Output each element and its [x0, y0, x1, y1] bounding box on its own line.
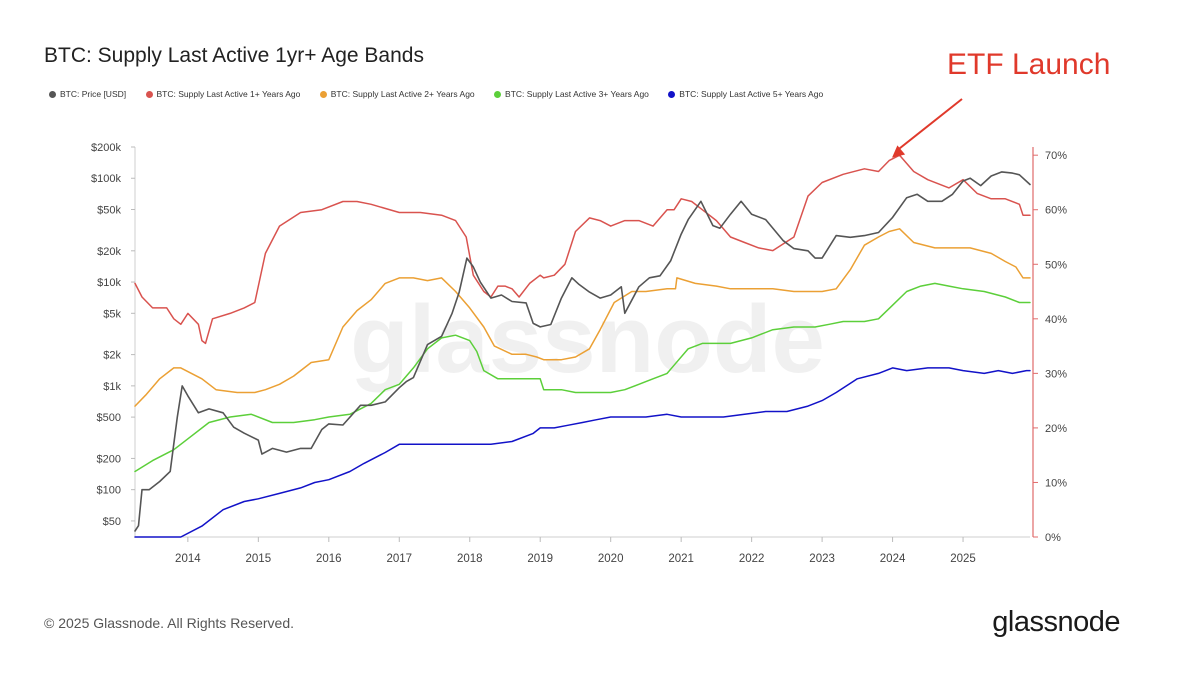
legend-label: BTC: Supply Last Active 1+ Years Ago [156, 89, 301, 99]
y-left-tick-label: $2k [103, 350, 121, 362]
x-tick-label: 2016 [316, 553, 342, 565]
x-tick-label: 2024 [880, 553, 906, 565]
x-tick-label: 2017 [386, 553, 412, 565]
y-left-tick-label: $50 [103, 516, 121, 528]
chart-title: BTC: Supply Last Active 1yr+ Age Bands [44, 44, 424, 67]
y-left-tick-label: $100 [97, 485, 121, 497]
legend-dot-icon [49, 91, 56, 98]
legend-item-5y[interactable]: BTC: Supply Last Active 5+ Years Ago [668, 89, 823, 99]
x-tick-label: 2018 [457, 553, 483, 565]
y-right-tick-label: 10% [1045, 477, 1067, 489]
y-left-tick-label: $50k [97, 204, 121, 216]
y-left-tick-label: $5k [103, 308, 121, 320]
watermark-text: glassnode [350, 286, 825, 393]
legend-label: BTC: Price [USD] [60, 89, 127, 99]
y-left-tick-label: $500 [97, 412, 121, 424]
x-tick-label: 2014 [175, 553, 201, 565]
legend-item-1y[interactable]: BTC: Supply Last Active 1+ Years Ago [145, 89, 301, 99]
legend-item-price[interactable]: BTC: Price [USD] [49, 89, 126, 99]
x-tick-label: 2019 [527, 553, 553, 565]
price-series-line [134, 171, 1031, 532]
y-right-tick-label: 70% [1045, 150, 1067, 162]
y-right-tick-label: 40% [1045, 314, 1067, 326]
supply-2y-series-line [134, 228, 1031, 407]
glassnode-logo: glassnode [992, 606, 1120, 638]
y-right-tick-label: 30% [1045, 368, 1067, 380]
supply-1y-series-line [134, 154, 1031, 345]
legend-label: BTC: Supply Last Active 5+ Years Ago [679, 89, 824, 99]
legend-label: BTC: Supply Last Active 2+ Years Ago [330, 89, 475, 99]
legend-dot-icon [668, 91, 676, 98]
legend-label: BTC: Supply Last Active 3+ Years Ago [505, 89, 649, 99]
x-tick-label: 2015 [246, 553, 272, 565]
y-left-tick-label: $20k [97, 246, 121, 258]
y-right-tick-label: 50% [1045, 259, 1067, 271]
etf-launch-annotation: ETF Launch [947, 48, 1111, 81]
x-tick-label: 2025 [950, 553, 976, 565]
etf-arrow-head-icon [892, 145, 906, 158]
y-right-tick-label: 20% [1045, 423, 1067, 435]
x-tick-label: 2023 [809, 553, 835, 565]
y-right-tick-label: 0% [1045, 532, 1061, 544]
y-left-tick-label: $200k [91, 142, 121, 154]
y-left-tick-label: $10k [97, 277, 121, 289]
x-tick-label: 2020 [598, 553, 624, 565]
supply-3y-series-line [134, 282, 1031, 473]
supply-5y-series-line [134, 367, 1031, 538]
x-tick-label: 2022 [739, 553, 765, 565]
copyright-text: © 2025 Glassnode. All Rights Reserved. [44, 615, 295, 631]
chart-legend: BTC: Price [USD] BTC: Supply Last Active… [49, 89, 840, 99]
y-left-tick-label: $200 [97, 453, 121, 465]
legend-item-3y[interactable]: BTC: Supply Last Active 3+ Years Ago [494, 89, 649, 99]
y-left-tick-label: $100k [91, 173, 121, 185]
legend-dot-icon [145, 91, 153, 98]
legend-dot-icon [319, 91, 327, 98]
etf-arrow-line [897, 98, 963, 151]
legend-item-2y[interactable]: BTC: Supply Last Active 2+ Years Ago [319, 89, 475, 99]
y-left-tick-label: $1k [103, 381, 121, 393]
legend-dot-icon [494, 91, 502, 98]
y-right-tick-label: 60% [1045, 205, 1067, 217]
x-tick-label: 2021 [668, 553, 694, 565]
